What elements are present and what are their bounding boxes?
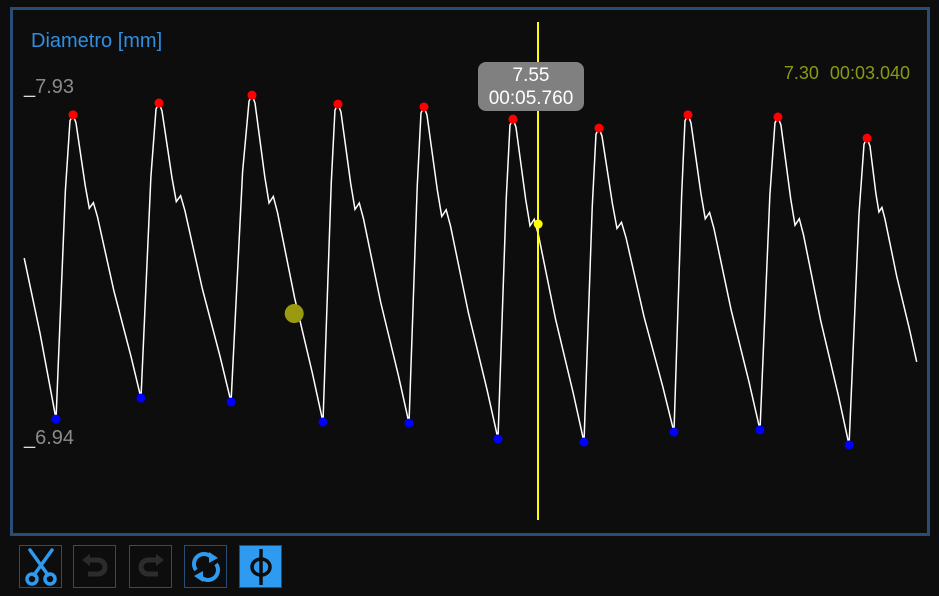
peak-marker [862,133,872,143]
trough-marker [493,434,503,444]
peak-marker [154,98,164,108]
refresh-icon [191,551,220,582]
trough-marker [404,418,414,428]
peak-marker [773,112,783,122]
peak-marker [333,99,343,109]
trough-marker [318,417,328,427]
peak-marker [247,90,257,100]
trough-marker [579,437,589,447]
y-max-label: _7.93 [24,76,75,98]
redo-button[interactable] [129,545,172,588]
cut-button[interactable] [19,545,62,588]
diameter-button[interactable] [239,545,282,588]
undo-icon [81,553,107,576]
marker-readout: 7.30 00:03.040 [783,63,910,83]
diameter-icon [249,548,272,585]
cursor-tooltip: 7.55 00:05.760 [478,62,584,111]
waveform-trace [23,93,918,446]
peak-marker [419,102,429,112]
trough-marker [669,427,679,437]
trough-marker [226,397,236,407]
readout-marker[interactable] [284,304,304,324]
peak-marker [683,110,693,120]
scissors-icon [24,547,57,586]
chart-title: Diametro [mm] [31,30,163,52]
peak-marker [594,123,604,133]
refresh-button[interactable] [184,545,227,588]
trough-marker [755,425,765,435]
cursor-point [533,219,543,229]
undo-button[interactable] [73,545,116,588]
trough-marker [51,414,61,424]
redo-icon [138,553,164,576]
peak-marker [508,114,518,124]
trough-marker [844,440,854,450]
y-min-label: _6.94 [24,427,75,449]
chart-frame [10,7,930,536]
trough-marker [136,393,146,403]
peak-marker [68,110,78,120]
